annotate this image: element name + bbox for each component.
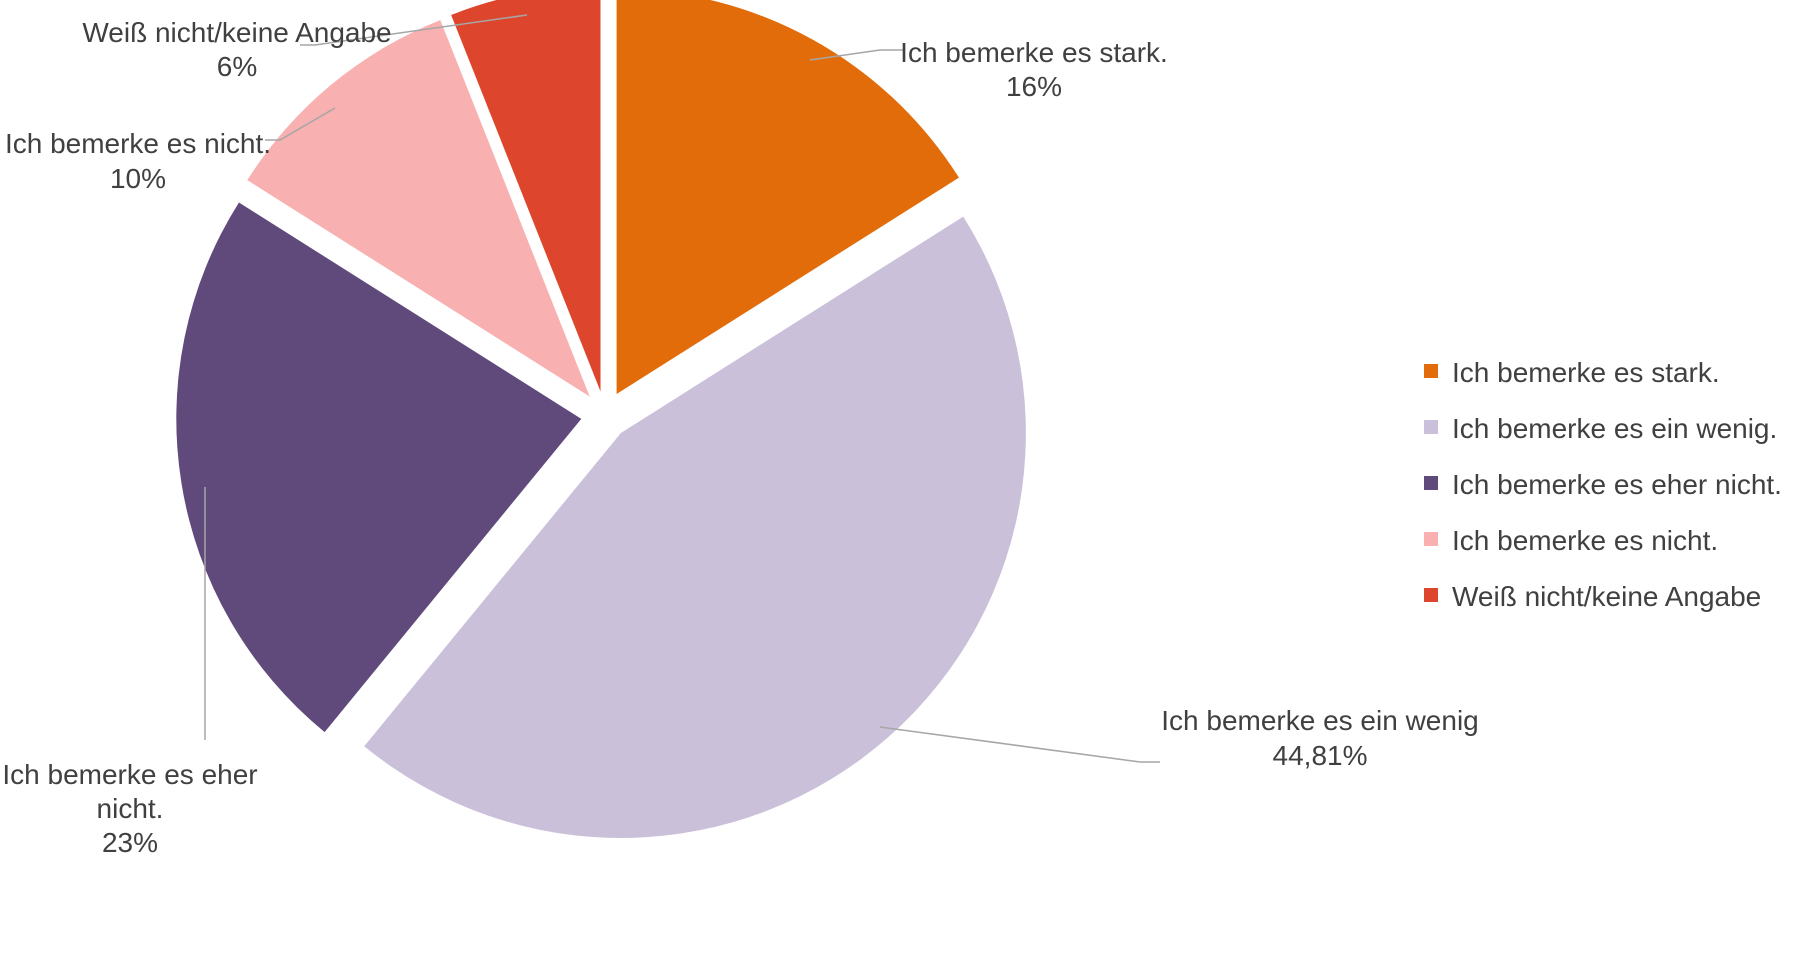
pie-slice-ich-bemerke-es-ein-wenig [364,216,1026,838]
leader-line-ich-bemerke-es-stark [809,49,905,61]
legend-label-ich-bemerke-es-eher-nicht: Ich bemerke es eher nicht. [1452,469,1782,500]
data-label-wei-nicht-keine-angabe-line-2: 6% [217,51,257,82]
pie-slice-ich-bemerke-es-nicht [247,20,590,397]
pie-slices [176,0,1026,838]
legend-label-wei-nicht-keine-angabe: Weiß nicht/keine Angabe [1452,581,1761,612]
data-label-ich-bemerke-es-ein-wenig-line-1: Ich bemerke es ein wenig [1161,705,1479,736]
leader-line-ich-bemerke-es-nicht [265,107,336,141]
legend-label-ich-bemerke-es-ein-wenig: Ich bemerke es ein wenig. [1452,413,1777,444]
leader-line-wei-nicht-keine-angabe [300,14,528,46]
leader-line-ich-bemerke-es-ein-wenig [879,726,1160,763]
leader-lines [204,14,1160,763]
data-label-ich-bemerke-es-eher-nicht-line-2: nicht. [97,793,164,824]
pie-slice-wei-nicht-keine-angabe [451,0,601,392]
data-label-ich-bemerke-es-eher-nicht-line-3: 23% [102,827,158,858]
legend-label-ich-bemerke-es-stark: Ich bemerke es stark. [1452,357,1720,388]
data-label-ich-bemerke-es-nicht-line-2: 10% [110,163,166,194]
data-label-ich-bemerke-es-nicht-line-1: Ich bemerke es nicht. [5,128,271,159]
data-label-ich-bemerke-es-stark-line-1: Ich bemerke es stark. [900,37,1168,68]
pie-slice-ich-bemerke-es-eher-nicht [176,202,582,733]
slice-labels: Ich bemerke es stark.16% Ich bemerke es e… [2,17,1478,858]
data-label-ich-bemerke-es-stark-line-2: 16% [1006,71,1062,102]
pie-slice-ich-bemerke-es-stark [616,0,959,394]
legend-swatch-ich-bemerke-es-nicht [1424,532,1438,546]
legend-swatch-wei-nicht-keine-angabe [1424,588,1438,602]
legend-swatch-ich-bemerke-es-ein-wenig [1424,420,1438,434]
legend-swatch-ich-bemerke-es-eher-nicht [1424,476,1438,490]
data-label-ich-bemerke-es-ein-wenig-line-2: 44,81% [1273,740,1368,771]
legend: Ich bemerke es stark. Ich bemerke es ein … [1424,357,1782,612]
legend-swatch-ich-bemerke-es-stark [1424,364,1438,378]
legend-label-ich-bemerke-es-nicht: Ich bemerke es nicht. [1452,525,1718,556]
data-label-ich-bemerke-es-eher-nicht-line-1: Ich bemerke es eher [2,759,257,790]
data-label-wei-nicht-keine-angabe-line-1: Weiß nicht/keine Angabe [82,17,391,48]
